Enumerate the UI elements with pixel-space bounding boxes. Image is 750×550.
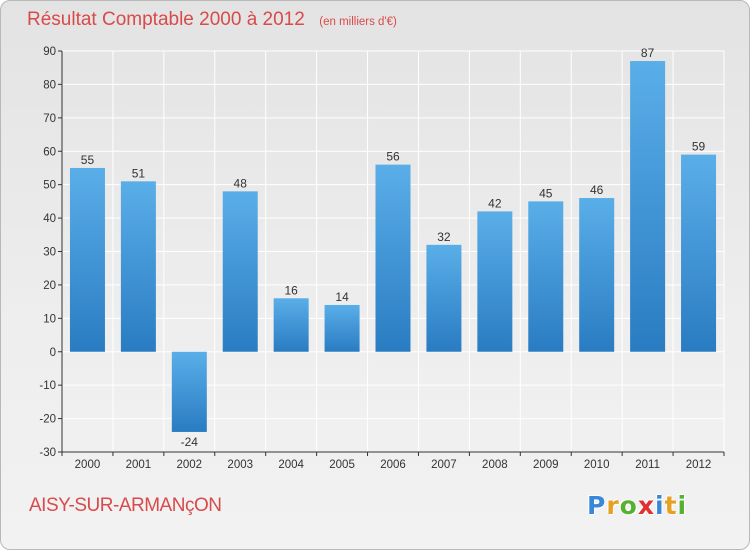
data-label-2000: 55 bbox=[81, 153, 95, 167]
data-label-2006: 56 bbox=[386, 150, 400, 164]
y-tick-label: 80 bbox=[43, 79, 56, 91]
x-tick-label-2005: 2005 bbox=[329, 459, 355, 471]
x-tick-label-2010: 2010 bbox=[584, 459, 610, 471]
logo-letter: i bbox=[655, 491, 665, 520]
data-label-2007: 32 bbox=[437, 230, 451, 244]
y-tick-label: 20 bbox=[43, 280, 56, 292]
y-tick-label: 50 bbox=[43, 180, 56, 192]
logo-letter: x bbox=[637, 491, 655, 520]
bar-2004[interactable] bbox=[273, 298, 309, 352]
data-label-2002: -24 bbox=[181, 435, 199, 449]
bar-2006[interactable] bbox=[375, 164, 411, 352]
data-label-2005: 14 bbox=[335, 290, 349, 304]
chart-title: Résultat Comptable 2000 à 2012 bbox=[27, 9, 305, 30]
x-tick-label-2001: 2001 bbox=[126, 459, 152, 471]
logo-letter: r bbox=[606, 491, 620, 520]
x-tick-label-2002: 2002 bbox=[177, 459, 203, 471]
x-tick-label-2008: 2008 bbox=[482, 459, 508, 471]
bar-2007[interactable] bbox=[426, 244, 462, 352]
x-tick-label-2011: 2011 bbox=[635, 459, 660, 471]
bar-2001[interactable] bbox=[120, 181, 156, 352]
data-label-2009: 45 bbox=[539, 186, 553, 200]
y-tick-label: 40 bbox=[43, 213, 56, 225]
y-tick-label: 90 bbox=[43, 46, 56, 58]
y-tick-label: -10 bbox=[39, 380, 56, 392]
y-tick-label: -30 bbox=[39, 447, 56, 459]
y-tick-label: -20 bbox=[39, 414, 56, 426]
chart-subtitle: (en milliers d'€) bbox=[319, 16, 397, 28]
data-label-2003: 48 bbox=[234, 176, 248, 190]
bars bbox=[69, 61, 717, 432]
title-bar: Résultat Comptable 2000 à 2012 (en milli… bbox=[27, 9, 397, 31]
proxiti-logo[interactable]: Proxiti bbox=[587, 491, 687, 520]
bar-2009[interactable] bbox=[528, 201, 564, 352]
logo-letter: o bbox=[619, 491, 638, 520]
data-label-2008: 42 bbox=[488, 196, 502, 210]
y-tick-label: 70 bbox=[43, 113, 56, 125]
x-tick-label-2003: 2003 bbox=[227, 459, 253, 471]
bar-2010[interactable] bbox=[579, 198, 615, 352]
commune-name: AISY-SUR-ARMANçON bbox=[29, 495, 222, 516]
x-tick-label-2007: 2007 bbox=[431, 459, 457, 471]
data-label-2001: 51 bbox=[132, 166, 146, 180]
bar-2003[interactable] bbox=[222, 191, 258, 352]
x-tick-label-2004: 2004 bbox=[278, 459, 304, 471]
bar-2012[interactable] bbox=[681, 154, 717, 352]
x-tick-label-2006: 2006 bbox=[380, 459, 406, 471]
x-tick-label-2012: 2012 bbox=[686, 459, 712, 471]
x-tick-label-2009: 2009 bbox=[533, 459, 559, 471]
y-tick-label: 60 bbox=[43, 146, 56, 158]
bar-2000[interactable] bbox=[69, 167, 105, 352]
data-label-2010: 46 bbox=[590, 183, 604, 197]
data-label-2011: 87 bbox=[641, 46, 655, 60]
y-tick-label: 0 bbox=[50, 347, 56, 359]
axes: -30 -20 -10 0 10 20 30 40 50 60 70 80 90 2000 2001 2002… bbox=[39, 46, 725, 471]
x-tick-label-2000: 2000 bbox=[75, 459, 101, 471]
data-label-2004: 16 bbox=[284, 283, 298, 297]
logo-letter: P bbox=[587, 491, 607, 520]
data-labels: 55 51 -24 48 16 14 56 32 42 45 46 87 59 bbox=[81, 46, 706, 449]
data-label-2012: 59 bbox=[692, 140, 706, 154]
y-tick-label: 30 bbox=[43, 247, 56, 259]
bar-2005[interactable] bbox=[324, 304, 360, 352]
bar-2011[interactable] bbox=[630, 61, 666, 352]
bar-2002[interactable] bbox=[171, 351, 207, 432]
bar-2008[interactable] bbox=[477, 211, 513, 352]
logo-letter: t bbox=[664, 491, 678, 520]
logo-letter: i bbox=[677, 491, 688, 520]
y-tick-label: 10 bbox=[43, 313, 56, 325]
